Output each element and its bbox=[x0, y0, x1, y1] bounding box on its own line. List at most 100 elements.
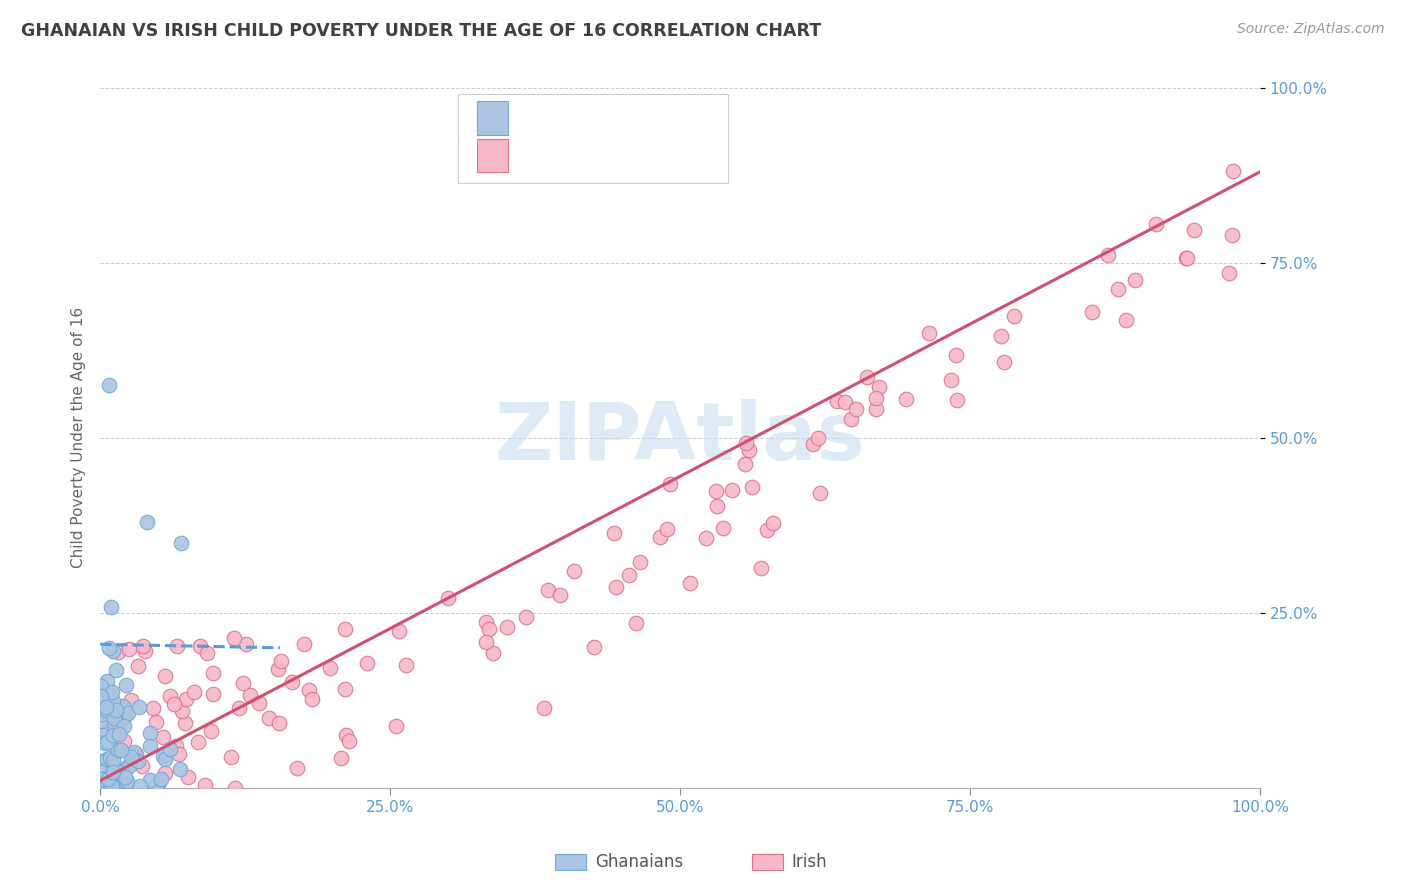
Point bbox=[90, 714, 112, 729]
Point bbox=[98, 750, 121, 764]
Point bbox=[659, 477, 682, 491]
Point bbox=[103, 764, 125, 779]
Point bbox=[105, 719, 128, 733]
Point bbox=[762, 516, 785, 530]
Point bbox=[201, 687, 224, 701]
Point bbox=[98, 697, 121, 711]
Point bbox=[100, 764, 122, 779]
Point bbox=[112, 734, 135, 748]
Text: GHANAIAN VS IRISH CHILD POVERTY UNDER THE AGE OF 16 CORRELATION CHART: GHANAIAN VS IRISH CHILD POVERTY UNDER TH… bbox=[21, 22, 821, 40]
Point bbox=[110, 743, 132, 757]
Text: 74: 74 bbox=[666, 106, 690, 120]
Point bbox=[270, 654, 292, 668]
Point bbox=[247, 697, 270, 711]
Text: Ghanaians: Ghanaians bbox=[595, 853, 683, 871]
Point bbox=[94, 700, 117, 714]
Point bbox=[104, 772, 127, 786]
Point bbox=[97, 778, 120, 792]
Point bbox=[118, 642, 141, 657]
Point bbox=[145, 715, 167, 730]
Text: 131: 131 bbox=[666, 144, 696, 159]
Point bbox=[200, 723, 222, 738]
Point bbox=[1218, 266, 1240, 280]
Point bbox=[1144, 218, 1167, 232]
Point bbox=[868, 380, 890, 394]
Point bbox=[281, 675, 304, 690]
Point bbox=[112, 698, 135, 713]
Point bbox=[165, 739, 187, 754]
Point bbox=[993, 355, 1015, 369]
Point bbox=[603, 526, 626, 541]
Point bbox=[174, 716, 197, 731]
Point bbox=[90, 765, 112, 780]
Point bbox=[125, 747, 148, 761]
Point bbox=[115, 678, 138, 692]
Point bbox=[170, 536, 193, 550]
Point bbox=[232, 676, 254, 690]
Point bbox=[301, 692, 323, 706]
Point bbox=[741, 479, 763, 493]
Point bbox=[152, 749, 174, 764]
Point bbox=[101, 643, 124, 657]
Point bbox=[219, 749, 242, 764]
Point bbox=[117, 706, 139, 720]
Point bbox=[101, 713, 124, 727]
Point bbox=[177, 770, 200, 784]
Point bbox=[94, 736, 117, 750]
Point bbox=[96, 724, 118, 739]
Point bbox=[148, 777, 170, 791]
Point bbox=[108, 764, 131, 779]
Point bbox=[104, 707, 127, 722]
Point bbox=[1175, 251, 1198, 265]
Point bbox=[562, 564, 585, 578]
Text: -0.005: -0.005 bbox=[550, 106, 599, 120]
Point bbox=[108, 727, 131, 741]
Point bbox=[839, 411, 862, 425]
Point bbox=[515, 610, 537, 624]
Point bbox=[187, 735, 209, 749]
Point bbox=[678, 575, 700, 590]
Point bbox=[101, 773, 124, 788]
Point bbox=[266, 662, 288, 676]
Point bbox=[101, 694, 124, 708]
Point bbox=[139, 725, 162, 739]
Point bbox=[188, 639, 211, 653]
Point bbox=[101, 749, 124, 764]
Point bbox=[132, 640, 155, 654]
Point bbox=[941, 373, 963, 387]
Point bbox=[115, 760, 138, 774]
Point bbox=[167, 747, 190, 761]
Point bbox=[333, 681, 356, 696]
Point bbox=[475, 634, 498, 648]
Point bbox=[104, 663, 127, 677]
Point bbox=[807, 431, 830, 445]
Point bbox=[91, 772, 114, 786]
Point bbox=[605, 580, 627, 594]
Point bbox=[153, 752, 176, 766]
Point bbox=[990, 328, 1012, 343]
Point bbox=[152, 730, 174, 744]
Point bbox=[856, 370, 879, 384]
Point bbox=[395, 657, 418, 672]
Point bbox=[222, 632, 245, 646]
Point bbox=[720, 483, 742, 498]
Point bbox=[1081, 304, 1104, 318]
Point bbox=[834, 395, 856, 409]
Point bbox=[628, 555, 651, 569]
Point bbox=[437, 591, 460, 605]
Point bbox=[127, 658, 149, 673]
Point bbox=[704, 483, 727, 498]
Point bbox=[90, 690, 112, 704]
Point bbox=[235, 637, 257, 651]
Point bbox=[228, 701, 250, 715]
Point bbox=[825, 394, 848, 409]
Point bbox=[617, 567, 640, 582]
Point bbox=[1115, 313, 1137, 327]
Text: Irish: Irish bbox=[792, 853, 827, 871]
Point bbox=[103, 717, 125, 731]
Text: ZIPAtlas: ZIPAtlas bbox=[495, 399, 866, 477]
Point bbox=[153, 669, 176, 683]
Point bbox=[735, 435, 758, 450]
Point bbox=[138, 739, 160, 753]
Point bbox=[172, 704, 194, 718]
